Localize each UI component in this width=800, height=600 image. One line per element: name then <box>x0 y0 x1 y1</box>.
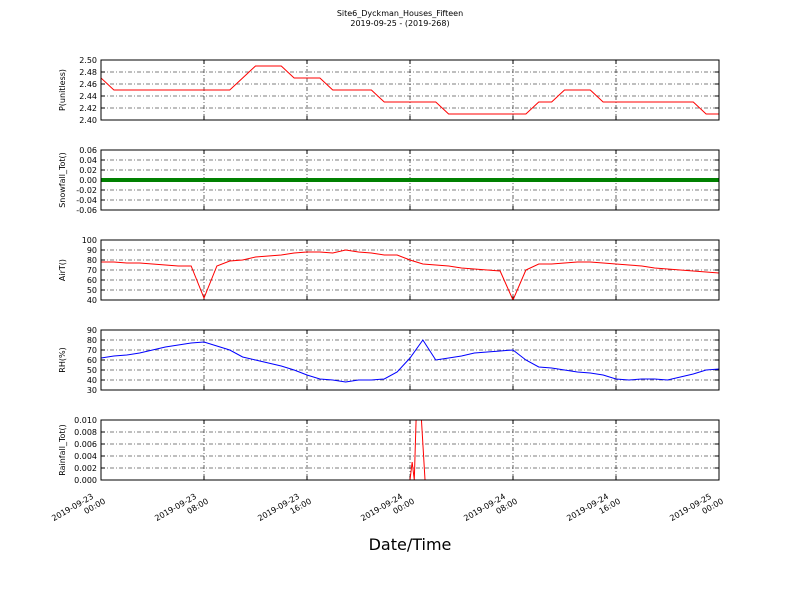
y-tick-label: 50 <box>87 286 97 295</box>
series-line <box>101 339 719 383</box>
y-tick-label: 0.000 <box>74 476 97 485</box>
y-tick-label: 60 <box>87 276 97 285</box>
y-tick-label: 2.44 <box>79 92 97 101</box>
title: Site6_Dyckman_Houses_Fifteen <box>337 9 463 18</box>
y-tick-label: 2.40 <box>79 116 97 125</box>
y-tick-label: 100 <box>82 236 97 245</box>
x-tick-label: 2019-09-2500:00 <box>668 488 725 532</box>
y-tick-label: 0.008 <box>74 428 97 437</box>
y-tick-label: -0.06 <box>76 206 97 215</box>
x-tick-label: 2019-09-2416:00 <box>565 488 622 532</box>
plot-frame <box>100 149 720 211</box>
y-axis-label: Snowfall_Tot() <box>58 152 67 208</box>
y-tick-label: 0.002 <box>74 464 97 473</box>
y-tick-label: 2.46 <box>79 80 97 89</box>
x-tick-label: 2019-09-2408:00 <box>462 488 519 532</box>
y-axis-label: RH(%) <box>58 347 67 372</box>
y-tick-label: 40 <box>87 296 97 305</box>
x-tick-label: 2019-09-2308:00 <box>153 488 210 532</box>
x-tick-label: 2019-09-2400:00 <box>359 488 416 532</box>
y-tick-label: 2.42 <box>79 104 97 113</box>
x-axis-label: Date/Time <box>369 535 452 554</box>
y-tick-label: 2.48 <box>79 68 97 77</box>
y-tick-label: 0.06 <box>79 146 97 155</box>
y-tick-label: 0.010 <box>74 416 97 425</box>
series-line <box>101 65 719 115</box>
series-line <box>101 420 719 480</box>
y-axis-label: AirT() <box>58 259 67 281</box>
y-tick-label: 0.02 <box>79 166 97 175</box>
y-tick-label: -0.04 <box>76 196 97 205</box>
y-tick-label: 50 <box>87 366 97 375</box>
y-tick-label: 0.04 <box>79 156 97 165</box>
y-tick-label: 80 <box>87 336 97 345</box>
y-tick-label: 70 <box>87 266 97 275</box>
y-tick-label: 60 <box>87 356 97 365</box>
x-tick-label: 2019-09-2316:00 <box>256 488 313 532</box>
y-tick-label: 80 <box>87 256 97 265</box>
y-tick-label: 90 <box>87 326 97 335</box>
y-tick-label: -0.02 <box>76 186 97 195</box>
y-axis-label: P(unitless) <box>58 69 67 111</box>
subtitle: 2019-09-25 - (2019-268) <box>350 19 449 28</box>
y-tick-label: 90 <box>87 246 97 255</box>
y-tick-label: 2.50 <box>79 56 97 65</box>
plot-frame <box>100 59 720 121</box>
x-tick-label: 2019-09-2300:00 <box>50 488 107 532</box>
y-tick-label: 0.004 <box>74 452 97 461</box>
plot-frame <box>100 239 720 301</box>
y-tick-label: 70 <box>87 346 97 355</box>
y-tick-label: 30 <box>87 386 97 395</box>
y-tick-label: 40 <box>87 376 97 385</box>
plot-frame <box>100 329 720 391</box>
series-line <box>101 249 719 300</box>
y-axis-label: Rainfall_Tot() <box>58 424 67 476</box>
y-tick-label: 0.006 <box>74 440 97 449</box>
plot-frame <box>100 419 720 481</box>
y-tick-label: 0.00 <box>79 176 97 185</box>
